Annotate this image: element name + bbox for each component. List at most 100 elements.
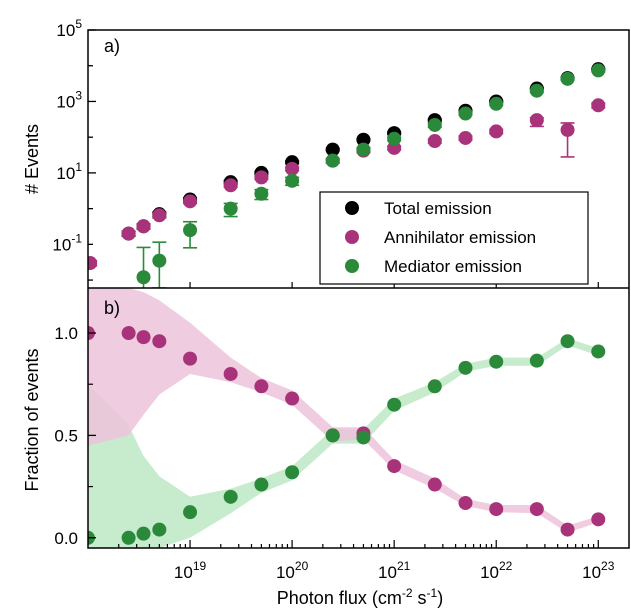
annihilator-emission-fraction-point (136, 330, 151, 345)
x-tick-label-2-exp: 21 (397, 559, 411, 573)
panel-a-points (88, 62, 606, 285)
annihilator-emission-point (427, 134, 442, 149)
annihilator-emission-point (136, 219, 151, 234)
mediator-emission-point (223, 201, 238, 216)
panel-a-label: a) (104, 36, 120, 56)
legend-marker-mediator (345, 259, 359, 273)
annihilator-emission-fraction-point (183, 351, 198, 366)
x-tick-label-2: 1021 (378, 559, 411, 582)
panel-b-bands (88, 288, 599, 548)
y-tick-label-a-3-base: 10 (56, 21, 75, 40)
plot-frame (87, 29, 630, 549)
annihilator-emission-fraction-point (560, 522, 575, 537)
x-label-exp-2: -1 (427, 586, 438, 600)
legend-marker-total (345, 201, 359, 215)
annihilator-emission-fraction-point (223, 366, 238, 381)
panel-b-x-axis-label: Photon flux (cm-2 s-1) (277, 586, 443, 608)
mediator-emission-fraction-point (285, 465, 300, 480)
y-tick-label-a-0-base: 10 (52, 235, 71, 254)
x-tick-label-0: 1019 (174, 559, 207, 582)
annihilator-emission-fraction-point (427, 477, 442, 492)
y-tick-label-a-3-exp: 5 (75, 17, 82, 31)
mediator-emission-fraction-point (591, 344, 606, 359)
mediator-emission-fraction-point (560, 334, 575, 349)
annihilator-emission-point (88, 256, 98, 271)
x-tick-label-3-base: 10 (480, 563, 499, 582)
y-tick-label-b-1: 0.5 (54, 426, 78, 445)
mediator-emission-point (458, 106, 473, 121)
x-tick-label-4-base: 10 (582, 563, 601, 582)
y-tick-label-b-2: 1.0 (54, 324, 78, 343)
x-tick-label-4: 1023 (582, 559, 615, 582)
mediator-emission-point (560, 71, 575, 86)
annihilator-emission-point (591, 98, 606, 113)
x-tick-label-0-base: 10 (174, 563, 193, 582)
mediator-emission-point (285, 173, 300, 188)
annihilator-emission-fraction-point (591, 512, 606, 527)
legend-label-mediator: Mediator emission (384, 257, 522, 276)
y-tick-label-a-1-exp: 1 (75, 160, 82, 174)
mediator-emission-point (489, 96, 504, 111)
mediator-emission-point (136, 270, 151, 285)
mediator-emission-band (88, 338, 599, 548)
annihilator-emission-point (223, 178, 238, 193)
mediator-emission-point (325, 153, 340, 168)
x-label-part-2: s (413, 588, 427, 608)
annihilator-emission-point (152, 208, 167, 223)
annihilator-emission-fraction-point (387, 459, 402, 474)
annihilator-emission-point (254, 170, 269, 185)
x-tick-label-3-exp: 22 (499, 559, 513, 573)
x-tick-label-2-base: 10 (378, 563, 397, 582)
x-label-exp-1: -2 (402, 586, 413, 600)
mediator-emission-point (254, 186, 269, 201)
annihilator-emission-fraction-point (458, 495, 473, 510)
mediator-emission-fraction-point (356, 430, 371, 445)
legend-marker-annihilator (345, 230, 359, 244)
x-tick-label-3: 1022 (480, 559, 513, 582)
mediator-emission-fraction-point (427, 379, 442, 394)
y-tick-label-a-1: 101 (56, 160, 82, 183)
mediator-emission-fraction-point (254, 477, 269, 492)
mediator-emission-fraction-point (325, 428, 340, 443)
legend-box (319, 191, 589, 285)
annihilator-emission-fraction-point (121, 326, 136, 341)
annihilator-emission-point (458, 130, 473, 145)
annihilator-emission-point (121, 226, 136, 241)
annihilator-emission-point (529, 113, 544, 128)
mediator-emission-fraction-point (223, 489, 238, 504)
panel-a-y-axis-label: # Events (22, 124, 42, 194)
x-tick-label-4-exp: 23 (601, 559, 615, 573)
annihilator-emission-fraction-point (285, 391, 300, 406)
y-tick-label-a-2: 103 (56, 88, 82, 111)
y-tick-label-a-3: 105 (56, 17, 82, 40)
y-tick-label-a-2-exp: 3 (75, 88, 82, 102)
legend-label-annihilator: Annihilator emission (384, 228, 536, 247)
x-tick-label-1: 1020 (276, 559, 309, 582)
mediator-emission-point (427, 117, 442, 132)
mediator-emission-point (387, 131, 402, 146)
mediator-emission-point (152, 253, 167, 268)
total-emission-point (325, 142, 340, 157)
annihilator-emission-fraction-point (254, 379, 269, 394)
mediator-emission-fraction-point (458, 360, 473, 375)
mediator-emission-fraction-point (529, 353, 544, 368)
mediator-emission-point (356, 142, 371, 157)
mediator-emission-fraction-point (136, 526, 151, 541)
mediator-emission-fraction-point (489, 354, 504, 369)
annihilator-emission-point (285, 161, 300, 176)
panel-b-x-axis: 1019 1020 1021 1022 1023 (118, 540, 615, 582)
annihilator-emission-point (560, 122, 575, 137)
x-label-part-3: ) (437, 588, 443, 608)
mediator-emission-fraction-point (152, 522, 167, 537)
panel-b-y-axis-label: Fraction of events (22, 348, 42, 491)
mediator-emission-point (529, 83, 544, 98)
annihilator-emission-point (489, 124, 504, 139)
panel-b-y-axis: 0.0 0.5 1.0 (54, 324, 96, 548)
annihilator-emission-band (88, 288, 599, 533)
total-emission-point (356, 132, 371, 147)
mediator-emission-point (183, 223, 198, 238)
y-tick-label-a-0: 10-1 (52, 231, 82, 254)
x-label-part-1: Photon flux (cm (277, 588, 402, 608)
